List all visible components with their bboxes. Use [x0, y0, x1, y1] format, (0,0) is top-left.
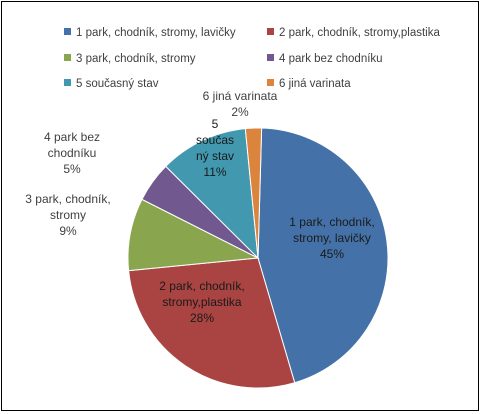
legend-label-3: 3 park, chodník, stromy	[76, 53, 196, 65]
legend-swatch-3	[64, 54, 71, 62]
legend-label-6: 6 jiná varinata	[279, 78, 351, 90]
legend-swatch-1	[64, 28, 71, 36]
legend-swatch-6	[267, 79, 274, 87]
slice-label-2: 2 park, chodník, stromy,plastika 28%	[159, 279, 244, 325]
legend-item-1: 1 park, chodník, stromy, lavičky	[64, 26, 236, 40]
pie-slice-5	[165, 128, 259, 260]
legend-item-6: 6 jiná varinata	[267, 77, 351, 91]
pie-slice-2	[128, 257, 296, 389]
legend-label-2: 2 park, chodník, stromy,plastika	[279, 27, 440, 39]
legend-label-4: 4 park bez chodníku	[279, 53, 383, 65]
pie-slice-6	[244, 127, 263, 259]
legend-swatch-2	[267, 28, 274, 36]
legend-label-1: 1 park, chodník, stromy, lavičky	[76, 27, 236, 39]
legend-label-5: 5 současný stav	[76, 78, 159, 90]
slice-label-4: 4 park bez chodníku 5%	[44, 130, 100, 176]
legend-item-3: 3 park, chodník, stromy	[64, 52, 196, 66]
slice-label-5: 5 součas ný stav 11%	[196, 117, 234, 179]
legend-item-5: 5 současný stav	[64, 77, 158, 91]
legend-swatch-5	[64, 79, 71, 87]
pie-slice-1	[257, 127, 389, 384]
slice-label-1: 1 park, chodník, stromy, lavičky 45%	[289, 215, 374, 261]
slice-label-6: 6 jiná varinata 2%	[203, 89, 278, 119]
legend: 1 park, chodník, stromy, lavičky 2 park,…	[2, 2, 480, 92]
legend-item-4: 4 park bez chodníku	[267, 52, 383, 66]
slice-label-3: 3 park, chodník, stromy 9%	[25, 192, 110, 238]
legend-swatch-4	[267, 54, 274, 62]
legend-item-2: 2 park, chodník, stromy,plastika	[267, 26, 440, 40]
